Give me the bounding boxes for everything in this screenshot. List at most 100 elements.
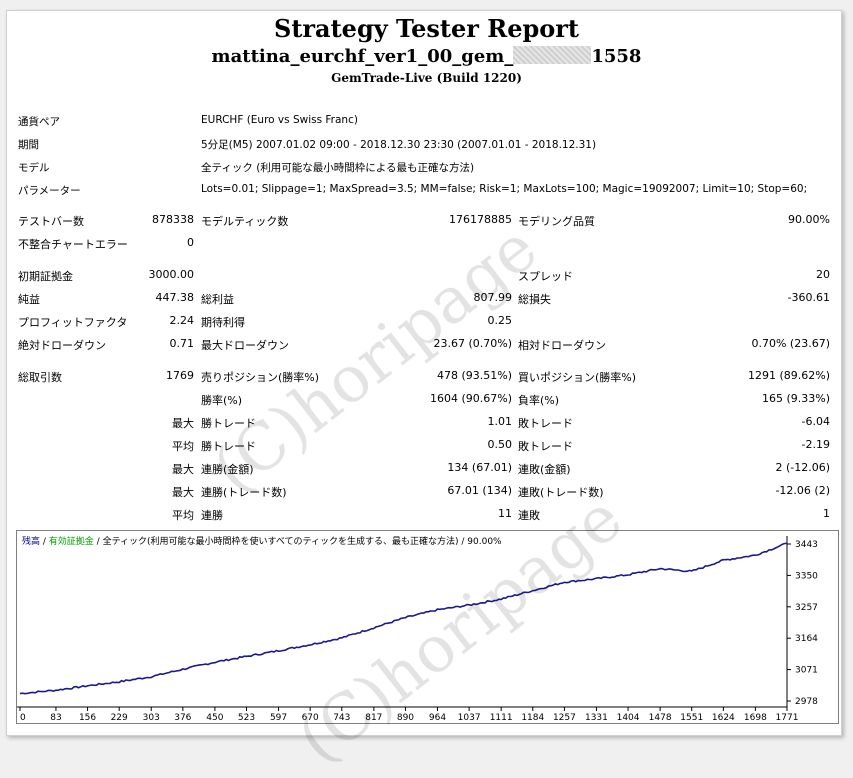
y-tick-label: 3164	[795, 634, 818, 644]
ea-name-prefix: mattina_eurchf_ver1_00_gem_	[211, 46, 514, 67]
absolute-drawdown-value: 0.71	[169, 337, 195, 350]
net-profit-value: 447.38	[155, 291, 195, 304]
x-tick-label: 670	[302, 713, 319, 723]
bars-label: テストバー数	[18, 215, 84, 228]
x-tick-label: 1111	[490, 713, 513, 723]
long-positions-label: 買いポジション(勝率%)	[518, 371, 637, 384]
period-value: 5分足(M5) 2007.01.02 09:00 - 2018.12.30 23…	[201, 139, 597, 151]
x-tick-label: 1184	[521, 713, 544, 723]
model-label: モデル	[18, 162, 50, 174]
chart-legend: 残高 / 有効証拠金 / 全ティック(利用可能な最小時間枠を使いすべてのティック…	[22, 534, 502, 547]
stats-row-largest: 最大 勝トレード 1.01 敗トレード -6.04	[0, 413, 853, 431]
symbol-value: EURCHF (Euro vs Swiss Franc)	[201, 114, 358, 126]
consecutive-loss-count-value: -12.06 (2)	[775, 484, 830, 497]
short-positions-value: 478 (93.51%)	[436, 369, 512, 382]
average-consecutive-label: 平均	[172, 509, 194, 522]
ea-name-suffix: 1558	[591, 46, 642, 67]
x-tick-label: 964	[429, 713, 446, 723]
spread-label: スプレッド	[518, 270, 573, 283]
ticks-value: 176178885	[449, 213, 512, 226]
maximal-drawdown-value: 23.67 (0.70%)	[433, 337, 512, 350]
y-tick-label: 2978	[795, 697, 818, 707]
report-title: Strategy Tester Report	[273, 14, 580, 43]
x-tick-label: 817	[365, 713, 382, 723]
consecutive-wins-money-value: 134 (67.01)	[447, 461, 512, 474]
info-row-parameters: パラメーター Lots=0.01; Slippage=1; MaxSpread=…	[0, 181, 853, 199]
balance-line	[19, 542, 788, 695]
deposit-label: 初期証拠金	[18, 270, 73, 283]
x-tick-label: 1624	[712, 713, 735, 723]
maximum-label: 最大	[172, 463, 194, 476]
parameters-value: Lots=0.01; Slippage=1; MaxSpread=3.5; MM…	[201, 183, 808, 195]
net-profit-label: 純益	[18, 293, 40, 306]
stats-row-consec-money: 最大 連勝(金額) 134 (67.01) 連敗(金額) 2 (-12.06)	[0, 459, 853, 477]
stats-row-winrate: 勝率(%) 1604 (90.67%) 負率(%) 165 (9.33%)	[0, 390, 853, 408]
maximal-drawdown-label: 最大ドローダウン	[201, 339, 289, 352]
info-row-symbol: 通貨ペア EURCHF (Euro vs Swiss Franc)	[0, 112, 853, 130]
consecutive-wins-money-label: 連勝(金額)	[201, 463, 254, 476]
legend-balance: 残高	[22, 537, 41, 547]
stats-row-avg-consec: 平均 連勝 11 連敗 1	[0, 505, 853, 523]
total-trades-value: 1769	[166, 369, 194, 382]
gross-loss-label: 総損失	[518, 293, 551, 306]
loss-trades-label: 負率(%)	[518, 394, 560, 407]
average-win-label: 勝トレード	[201, 440, 256, 453]
x-tick-label: 1331	[585, 713, 608, 723]
model-value: 全ティック (利用可能な最小時間枠による最も正確な方法)	[201, 162, 475, 174]
legend-model: 全ティック(利用可能な最小時間枠を使いすべてのティックを生成する、最も正確な方法…	[102, 537, 459, 547]
average-loss-value: -2.19	[801, 438, 830, 451]
x-tick-label: 1698	[744, 713, 767, 723]
profit-factor-label: プロフィットファクタ	[18, 316, 128, 329]
consecutive-loss-count-label: 連敗(トレード数)	[518, 486, 604, 499]
x-tick-label: 229	[111, 713, 128, 723]
server-build: GemTrade-Live (Build 1220)	[331, 71, 522, 85]
y-tick-label: 3257	[795, 603, 818, 613]
stats-row-mismatch: 不整合チャートエラー 0	[0, 234, 853, 252]
info-row-model: モデル 全ティック (利用可能な最小時間枠による最も正確な方法)	[0, 158, 853, 176]
average-consecutive-wins-label: 連勝	[201, 509, 223, 522]
mismatch-value: 0	[187, 236, 194, 249]
profit-factor-value: 2.24	[169, 314, 195, 327]
loss-trades-value: 165 (9.33%)	[761, 392, 830, 405]
stats-row-deposit: 初期証拠金 3000.00 スプレッド 20	[0, 266, 853, 284]
largest-loss-value: -6.04	[801, 415, 830, 428]
consecutive-profit-count-label: 連勝(トレード数)	[201, 486, 287, 499]
x-tick-label: 1478	[649, 713, 672, 723]
gross-loss-value: -360.61	[787, 291, 830, 304]
profit-trades-label: 勝率(%)	[201, 394, 243, 407]
parameters-label: パラメーター	[18, 185, 81, 197]
consecutive-losses-money-label: 連敗(金額)	[518, 463, 571, 476]
balance-chart: 残高 / 有効証拠金 / 全ティック(利用可能な最小時間枠を使いすべてのティック…	[16, 530, 839, 724]
x-tick-label: 743	[333, 713, 350, 723]
x-tick-label: 303	[143, 713, 160, 723]
x-tick-label: 1404	[617, 713, 640, 723]
profit-trades-value: 1604 (90.67%)	[429, 392, 512, 405]
average-consecutive-losses-value: 1	[823, 507, 830, 520]
x-tick-label: 156	[79, 713, 96, 723]
stats-row-pf: プロフィットファクタ 2.24 期待利得 0.25	[0, 312, 853, 330]
long-positions-value: 1291 (89.62%)	[747, 369, 830, 382]
info-row-period: 期間 5分足(M5) 2007.01.02 09:00 - 2018.12.30…	[0, 135, 853, 153]
relative-drawdown-label: 相対ドローダウン	[518, 339, 606, 352]
largest-win-value: 1.01	[487, 415, 513, 428]
legend-quality: 90.00%	[467, 537, 502, 547]
legend-sep-2: /	[93, 537, 103, 547]
spread-value: 20	[816, 268, 830, 281]
y-tick-label: 3350	[795, 571, 818, 581]
stats-row-consec-count: 最大 連勝(トレード数) 67.01 (134) 連敗(トレード数) -12.0…	[0, 482, 853, 500]
total-trades-label: 総取引数	[18, 371, 62, 384]
deposit-value: 3000.00	[148, 268, 195, 281]
y-tick-label: 3443	[795, 540, 818, 550]
y-tick-label: 3071	[795, 666, 818, 676]
absolute-drawdown-label: 絶対ドローダウン	[18, 339, 106, 352]
x-tick-label: 83	[50, 713, 61, 723]
legend-sep-3: /	[458, 537, 468, 547]
expected-payoff-label: 期待利得	[201, 316, 245, 329]
average-label: 平均	[172, 440, 194, 453]
largest-label: 最大	[172, 417, 194, 430]
x-tick-label: 0	[20, 713, 26, 723]
gross-profit-label: 総利益	[201, 293, 234, 306]
average-win-value: 0.50	[487, 438, 513, 451]
quality-value: 90.00%	[788, 213, 830, 226]
x-tick-label: 1037	[458, 713, 481, 723]
